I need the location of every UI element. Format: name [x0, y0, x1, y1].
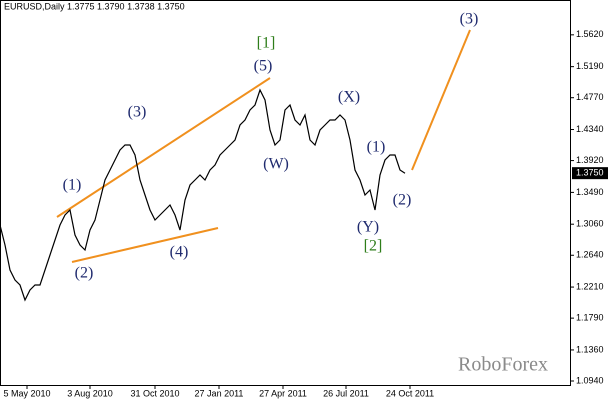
wave-label: (4): [170, 244, 189, 261]
y-tick-label: 1.5620: [576, 29, 604, 39]
y-tick-label: 1.4340: [576, 124, 604, 134]
x-tick-label: 27 Jan 2011: [195, 388, 244, 398]
chart-title: EURUSD,Daily 1.3775 1.3790 1.3738 1.3750: [4, 1, 185, 11]
x-tick-label: 31 Oct 2010: [130, 388, 179, 398]
price-line: [0, 88, 406, 302]
wave-label: (1): [63, 177, 82, 194]
y-tick-label: 1.1790: [576, 313, 604, 323]
wave-label: (2): [75, 265, 94, 282]
wave-label: [2]: [364, 238, 383, 255]
wave-label: (5): [254, 58, 273, 75]
wave-label: (Y): [357, 219, 379, 236]
wave-label: (1): [367, 139, 386, 156]
watermark: RoboForex: [458, 354, 548, 376]
y-tick-label: 1.1360: [576, 344, 604, 354]
x-tick-label: 26 Jul 2011: [323, 388, 369, 398]
plot-frame: [0, 0, 571, 386]
x-tick-label: 5 May 2010: [3, 388, 50, 398]
y-tick-label: 1.0940: [576, 375, 604, 385]
wave-label: (2): [393, 192, 412, 209]
y-tick-label: 1.4770: [576, 92, 604, 102]
wave-label: (3): [128, 104, 147, 121]
x-tick-label: 24 Oct 2011: [386, 388, 434, 398]
wave-label: [1]: [257, 35, 276, 52]
y-tick-label: 1.3490: [576, 187, 604, 197]
y-tick-label: 1.2640: [576, 250, 604, 260]
y-tick-label: 1.2210: [576, 281, 604, 291]
y-tick-label: 1.3060: [576, 219, 604, 229]
last-price-box: [572, 167, 608, 180]
trend-line: [411, 29, 471, 171]
wave-label: (X): [338, 89, 360, 106]
y-tick-label: 1.5190: [576, 61, 604, 71]
last-price-label: 1.3750: [576, 168, 604, 178]
y-tick-label: 1.3920: [576, 155, 604, 165]
x-tick-label: 3 Aug 2010: [67, 388, 113, 398]
trend-line: [56, 77, 271, 218]
x-tick-label: 27 Apr 2011: [259, 388, 307, 398]
wave-label: (3): [460, 11, 479, 28]
trend-line: [71, 227, 219, 263]
wave-label: (W): [263, 156, 289, 173]
